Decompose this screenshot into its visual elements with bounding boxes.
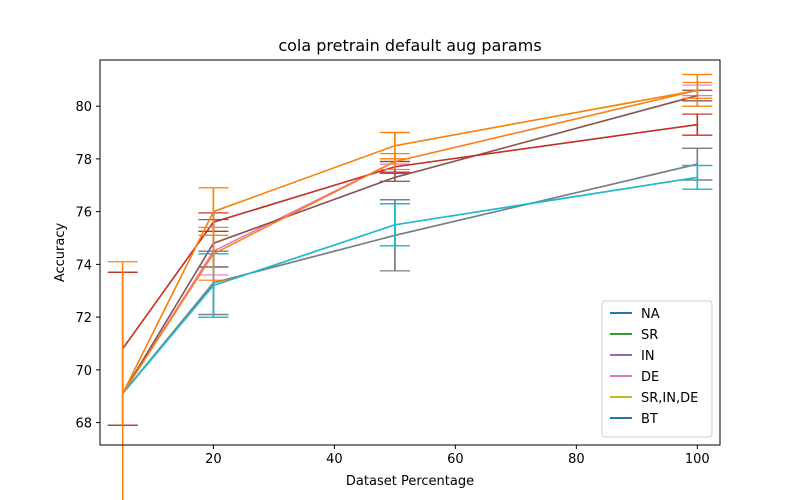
x-tick-label: 20 bbox=[205, 452, 222, 467]
series-line bbox=[122, 89, 698, 394]
axes-frame bbox=[99, 59, 721, 446]
y-tick-label: 70 bbox=[75, 364, 92, 379]
series-11 bbox=[122, 81, 713, 394]
x-axis-label: Dataset Percentage bbox=[346, 474, 474, 489]
plot-area bbox=[99, 59, 721, 500]
legend-label: SR,IN,DE bbox=[641, 391, 698, 406]
legend-label: BT bbox=[641, 412, 658, 427]
axis-ticks: 20 40 60 80 100 68 70 72 74 76 78 80 bbox=[75, 100, 709, 467]
y-tick-label: 68 bbox=[75, 417, 92, 432]
series-line bbox=[122, 123, 698, 350]
x-tick-label: 100 bbox=[685, 452, 710, 467]
y-axis-label: Accuracy bbox=[53, 223, 68, 283]
x-tick-label: 80 bbox=[568, 452, 585, 467]
series-line bbox=[122, 163, 698, 395]
series-line bbox=[122, 94, 698, 394]
x-tick-label: 40 bbox=[326, 452, 343, 467]
y-tick-label: 80 bbox=[75, 100, 92, 115]
legend-label: NA bbox=[641, 307, 660, 322]
chart-title: cola pretrain default aug params bbox=[278, 36, 541, 55]
y-tick-label: 72 bbox=[75, 311, 92, 326]
series-line bbox=[122, 89, 698, 394]
series-line bbox=[122, 176, 698, 395]
legend-label: IN bbox=[641, 349, 655, 364]
y-tick-label: 74 bbox=[75, 258, 92, 273]
y-tick-label: 78 bbox=[75, 153, 92, 168]
legend-label: SR bbox=[641, 328, 658, 343]
y-tick-label: 76 bbox=[75, 206, 92, 221]
legend: NA SR IN DE SR,IN,DE BT bbox=[601, 300, 713, 438]
x-tick-label: 60 bbox=[447, 452, 464, 467]
legend-label: DE bbox=[641, 370, 659, 385]
